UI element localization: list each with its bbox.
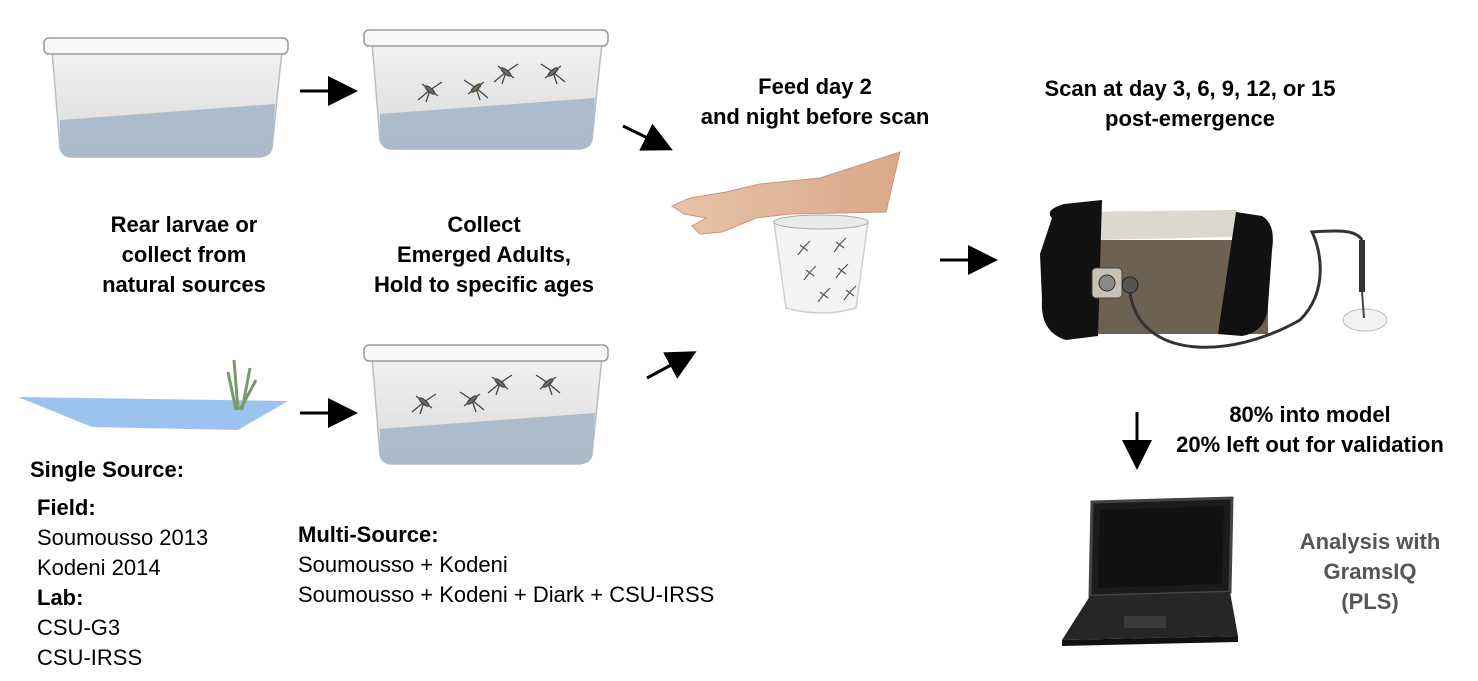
multi-source-title: Multi-Source: bbox=[298, 522, 439, 547]
multi-source-item: Soumousso + Kodeni + Diark + CSU-IRSS bbox=[298, 582, 715, 607]
step-analysis-line: (PLS) bbox=[1341, 589, 1399, 614]
spectrometer-icon bbox=[1040, 200, 1388, 349]
flow-arrows bbox=[300, 76, 1152, 470]
step-scan-line: Scan at day 3, 6, 9, 12, or 15 bbox=[1044, 76, 1336, 101]
field-heading: Field: bbox=[37, 495, 96, 520]
field-item: Soumousso 2013 bbox=[37, 525, 209, 550]
step-rear-line: natural sources bbox=[102, 272, 266, 297]
step-scan-label: Scan at day 3, 6, 9, 12, or 15 post-emer… bbox=[1010, 74, 1370, 134]
pond-icon bbox=[18, 359, 288, 430]
step-analysis-line: GramsIQ bbox=[1323, 559, 1417, 584]
adult-container-bottom-icon bbox=[363, 344, 609, 465]
step-split-line: 20% left out for validation bbox=[1176, 432, 1444, 457]
larvae-container-icon bbox=[43, 37, 289, 158]
step-collect-label: Collect Emerged Adults, Hold to specific… bbox=[344, 210, 624, 300]
step-split-label: 80% into model 20% left out for validati… bbox=[1150, 400, 1470, 460]
step-collect-line: Hold to specific ages bbox=[373, 272, 595, 297]
step-analysis-label: Analysis with GramsIQ (PLS) bbox=[1270, 527, 1470, 617]
step-rear-line: collect from bbox=[121, 242, 247, 267]
step-split-line: 80% into model bbox=[1229, 402, 1391, 427]
arm-hand-icon bbox=[670, 151, 901, 235]
step-collect-line: Collect bbox=[447, 212, 521, 237]
laptop-icon bbox=[1062, 496, 1238, 646]
lab-item: CSU-G3 bbox=[37, 615, 121, 640]
step-scan-line: post-emergence bbox=[1105, 106, 1275, 131]
adult-container-top-icon bbox=[363, 29, 609, 150]
multi-source-list: Multi-Source: Soumousso + Kodeni Soumous… bbox=[298, 520, 714, 610]
step-collect-line: Emerged Adults, bbox=[397, 242, 571, 267]
step-feed-line: Feed day 2 bbox=[758, 74, 872, 99]
step-feed-label: Feed day 2 and night before scan bbox=[670, 72, 960, 132]
lab-item: CSU-IRSS bbox=[37, 645, 143, 670]
step-feed-line: and night before scan bbox=[700, 104, 930, 129]
single-source-title: Single Source: bbox=[30, 457, 185, 482]
step-rear-label: Rear larvae or collect from natural sour… bbox=[64, 210, 304, 300]
feeding-cup-icon bbox=[773, 214, 869, 314]
arrow-top-to-feed bbox=[622, 123, 673, 151]
field-item: Kodeni 2014 bbox=[37, 555, 161, 580]
arrow-bottom-to-feed bbox=[646, 351, 697, 380]
multi-source-item: Soumousso + Kodeni bbox=[298, 552, 508, 577]
lab-heading: Lab: bbox=[37, 585, 84, 610]
single-source-list: Field: Soumousso 2013 Kodeni 2014 Lab: C… bbox=[37, 493, 208, 673]
step-analysis-line: Analysis with bbox=[1299, 529, 1441, 554]
step-rear-line: Rear larvae or bbox=[110, 212, 258, 237]
